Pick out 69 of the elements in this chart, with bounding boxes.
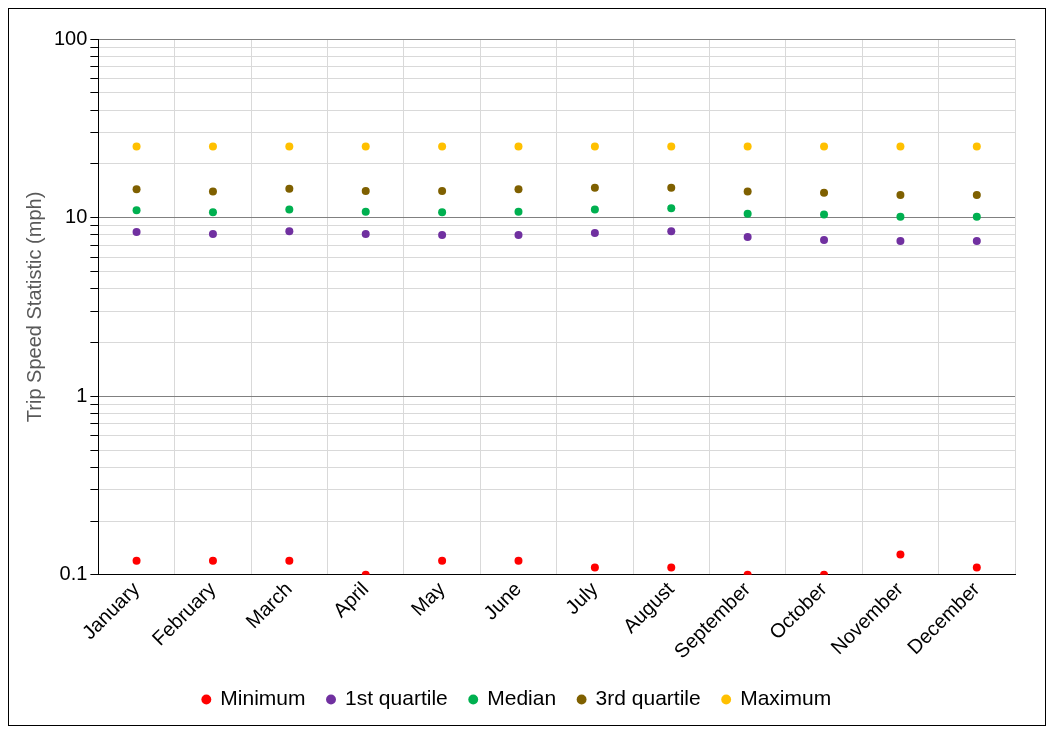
point bbox=[820, 235, 829, 244]
point bbox=[743, 142, 752, 151]
point bbox=[896, 550, 905, 559]
y-tick-label: 100 bbox=[53, 26, 88, 49]
point bbox=[590, 229, 599, 238]
point bbox=[208, 208, 217, 217]
legend-label: 1st quartile bbox=[345, 686, 448, 710]
legend-label: 3rd quartile bbox=[595, 686, 701, 710]
point bbox=[743, 187, 752, 196]
point bbox=[285, 556, 294, 565]
point bbox=[514, 230, 523, 239]
point bbox=[896, 212, 905, 221]
x-tick-label: July bbox=[560, 577, 602, 619]
point bbox=[438, 142, 447, 151]
point bbox=[972, 142, 981, 151]
point bbox=[361, 229, 370, 238]
point bbox=[514, 556, 523, 565]
legend-label: Minimum bbox=[220, 686, 306, 710]
point bbox=[667, 142, 676, 151]
point bbox=[590, 142, 599, 151]
point bbox=[285, 205, 294, 214]
point bbox=[132, 185, 141, 194]
point bbox=[132, 142, 141, 151]
point bbox=[667, 227, 676, 236]
point bbox=[896, 142, 905, 151]
point bbox=[132, 206, 141, 215]
point bbox=[285, 227, 294, 236]
point bbox=[590, 563, 599, 572]
point bbox=[590, 183, 599, 192]
point bbox=[896, 190, 905, 199]
point bbox=[438, 186, 447, 195]
point bbox=[667, 563, 676, 572]
point bbox=[208, 556, 217, 565]
point bbox=[438, 230, 447, 239]
point bbox=[820, 142, 829, 151]
point bbox=[132, 556, 141, 565]
legend-label: Median bbox=[487, 686, 557, 710]
y-tick-label: 0.1 bbox=[59, 562, 88, 585]
point bbox=[438, 556, 447, 565]
legend-label: Maximum bbox=[740, 686, 832, 710]
y-tick-label: 1 bbox=[76, 383, 88, 406]
y-axis-title: Trip Speed Statistic (mph) bbox=[22, 191, 45, 423]
point bbox=[590, 205, 599, 214]
point bbox=[285, 142, 294, 151]
point bbox=[743, 232, 752, 241]
point bbox=[208, 229, 217, 238]
point bbox=[667, 183, 676, 192]
point bbox=[820, 210, 829, 219]
point bbox=[972, 212, 981, 221]
point bbox=[514, 207, 523, 216]
point bbox=[285, 184, 294, 193]
point bbox=[514, 142, 523, 151]
point bbox=[361, 207, 370, 216]
point bbox=[896, 236, 905, 245]
point bbox=[438, 208, 447, 217]
point bbox=[667, 204, 676, 213]
point bbox=[208, 187, 217, 196]
x-tick-label: May bbox=[406, 577, 449, 620]
point bbox=[361, 186, 370, 195]
point bbox=[361, 142, 370, 151]
point bbox=[208, 142, 217, 151]
point bbox=[972, 563, 981, 572]
point bbox=[743, 209, 752, 218]
point bbox=[820, 188, 829, 197]
y-tick-label: 10 bbox=[65, 205, 88, 228]
point bbox=[972, 236, 981, 245]
point bbox=[132, 228, 141, 237]
point bbox=[972, 190, 981, 199]
point bbox=[514, 185, 523, 194]
